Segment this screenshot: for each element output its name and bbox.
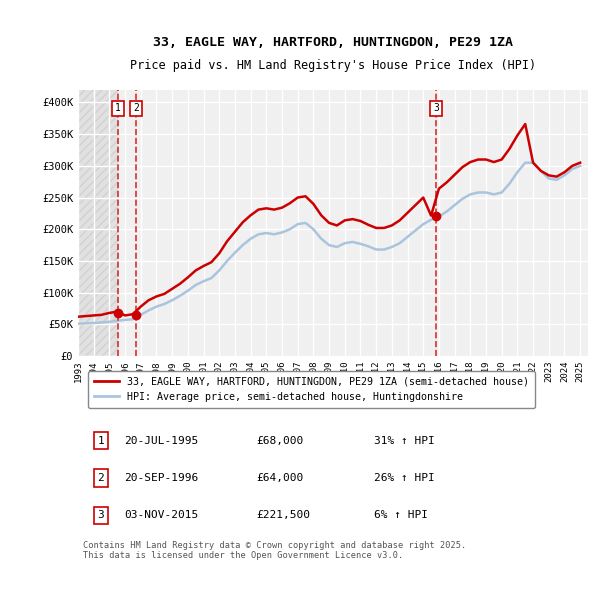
Text: £221,500: £221,500	[257, 510, 311, 520]
Text: 1: 1	[98, 435, 104, 445]
Text: 20-SEP-1996: 20-SEP-1996	[124, 473, 198, 483]
Text: 26% ↑ HPI: 26% ↑ HPI	[374, 473, 434, 483]
Text: 3: 3	[98, 510, 104, 520]
Text: £68,000: £68,000	[257, 435, 304, 445]
Text: 1: 1	[115, 103, 121, 113]
Text: Price paid vs. HM Land Registry's House Price Index (HPI): Price paid vs. HM Land Registry's House …	[130, 59, 536, 72]
Text: 31% ↑ HPI: 31% ↑ HPI	[374, 435, 434, 445]
Text: Contains HM Land Registry data © Crown copyright and database right 2025.
This d: Contains HM Land Registry data © Crown c…	[83, 541, 466, 560]
Text: £64,000: £64,000	[257, 473, 304, 483]
Text: 3: 3	[433, 103, 439, 113]
Text: 2: 2	[133, 103, 139, 113]
Text: 6% ↑ HPI: 6% ↑ HPI	[374, 510, 428, 520]
Legend: 33, EAGLE WAY, HARTFORD, HUNTINGDON, PE29 1ZA (semi-detached house), HPI: Averag: 33, EAGLE WAY, HARTFORD, HUNTINGDON, PE2…	[88, 371, 535, 408]
Text: 03-NOV-2015: 03-NOV-2015	[124, 510, 198, 520]
Text: 2: 2	[98, 473, 104, 483]
Text: 20-JUL-1995: 20-JUL-1995	[124, 435, 198, 445]
Text: 33, EAGLE WAY, HARTFORD, HUNTINGDON, PE29 1ZA: 33, EAGLE WAY, HARTFORD, HUNTINGDON, PE2…	[153, 36, 513, 49]
